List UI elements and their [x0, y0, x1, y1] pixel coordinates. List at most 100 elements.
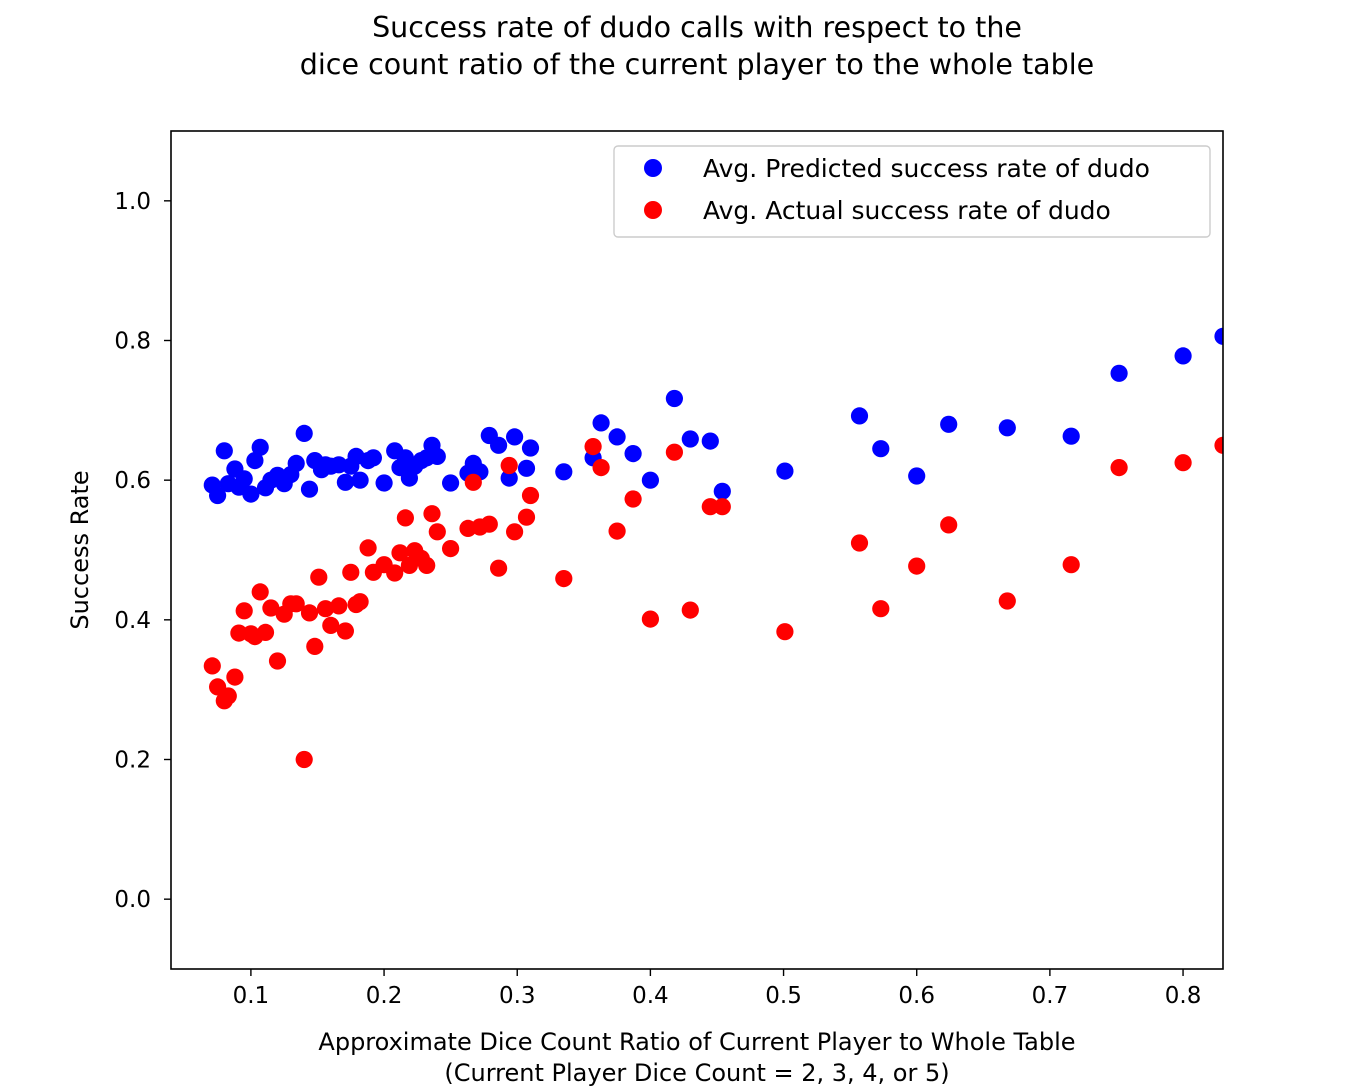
point-actual	[203, 657, 221, 675]
y-tick-label: 0.2	[114, 748, 151, 774]
point-actual	[322, 616, 340, 635]
point-actual	[428, 523, 446, 541]
y-tick-label: 0.4	[114, 608, 151, 634]
point-actual	[517, 508, 536, 526]
point-actual	[1062, 556, 1080, 574]
point-actual	[316, 600, 335, 618]
point-actual	[681, 601, 699, 619]
point-predicted	[215, 442, 233, 460]
point-predicted	[521, 439, 540, 457]
point-actual	[359, 539, 377, 557]
legend-marker-predicted	[644, 159, 662, 177]
point-predicted	[242, 485, 260, 503]
point-actual	[287, 595, 305, 613]
point-actual	[423, 505, 441, 523]
point-predicted	[701, 432, 719, 450]
point-actual	[908, 557, 926, 575]
chart-title: Success rate of dudo calls with respect …	[300, 11, 1094, 81]
point-predicted	[776, 462, 794, 480]
x-tick-label: 0.5	[765, 983, 802, 1009]
point-predicted	[295, 424, 313, 442]
point-predicted	[681, 430, 699, 448]
point-actual	[872, 600, 890, 618]
point-actual	[555, 570, 573, 588]
legend-box	[613, 145, 1211, 238]
point-predicted	[872, 440, 890, 458]
chart-title-line-1: Success rate of dudo calls with respect …	[372, 11, 1022, 44]
point-actual	[701, 498, 719, 516]
legend-marker-actual	[644, 201, 662, 219]
point-actual	[850, 534, 869, 552]
x-tick-label: 0.2	[366, 983, 403, 1009]
point-predicted	[1062, 427, 1080, 445]
y-tick-label: 1.0	[114, 189, 151, 215]
point-actual	[251, 583, 269, 601]
x-axis-label-line-1: Approximate Dice Count Ratio of Current …	[318, 1028, 1075, 1056]
y-tick-label: 0.0	[114, 887, 151, 913]
x-tick-label: 0.3	[499, 983, 536, 1009]
point-predicted	[850, 407, 869, 425]
point-actual	[713, 498, 731, 516]
point-predicted	[246, 452, 264, 470]
point-actual	[776, 623, 794, 641]
x-tick-label: 0.4	[632, 983, 669, 1009]
point-predicted	[665, 389, 684, 408]
y-tick-label: 0.6	[114, 468, 151, 494]
point-actual	[295, 750, 313, 769]
point-actual	[624, 490, 642, 508]
x-axis-label-line-2: (Current Player Dice Count = 2, 3, 4, or…	[444, 1059, 949, 1087]
point-predicted	[592, 414, 610, 432]
point-predicted	[235, 470, 253, 488]
point-predicted	[1174, 347, 1192, 365]
x-tick-label: 0.7	[1032, 983, 1069, 1009]
point-predicted	[490, 436, 508, 454]
plot-frame	[170, 130, 1224, 970]
point-actual	[256, 623, 275, 642]
y-axis-label: Success Rate	[66, 470, 94, 629]
legend-label-predicted: Avg. Predicted success rate of dudo	[703, 154, 1150, 183]
point-actual	[442, 540, 460, 558]
x-tick-label: 0.8	[1165, 983, 1202, 1009]
point-actual	[226, 668, 244, 686]
plot-marks	[203, 327, 1223, 769]
point-actual	[641, 610, 660, 628]
point-predicted	[998, 419, 1016, 437]
point-actual	[1214, 436, 1223, 454]
point-predicted	[500, 469, 518, 487]
x-tick-label: 0.1	[233, 983, 270, 1009]
point-actual	[219, 687, 237, 705]
point-actual	[268, 652, 287, 670]
point-predicted	[713, 482, 731, 500]
point-actual	[940, 516, 958, 534]
point-actual	[584, 438, 602, 456]
legend-label-actual: Avg. Actual success rate of dudo	[703, 196, 1111, 225]
point-predicted	[251, 438, 269, 456]
point-actual	[330, 597, 348, 615]
point-predicted	[624, 445, 642, 463]
point-actual	[1110, 459, 1128, 477]
point-predicted	[517, 459, 536, 477]
point-actual	[480, 515, 498, 533]
y-axis-ticks: 0.0 0.2 0.4 0.6 0.8 1.0	[114, 189, 171, 913]
point-predicted	[505, 428, 524, 446]
point-actual	[490, 559, 508, 577]
y-tick-label: 0.8	[114, 329, 151, 355]
point-actual	[336, 622, 354, 640]
point-predicted	[608, 428, 626, 446]
point-actual	[396, 509, 414, 527]
point-actual	[608, 522, 626, 540]
x-tick-label: 0.6	[898, 983, 935, 1009]
point-predicted	[442, 474, 460, 492]
point-predicted	[555, 463, 573, 481]
point-predicted	[908, 467, 926, 485]
point-actual	[500, 456, 518, 475]
point-predicted	[300, 480, 319, 498]
x-axis-label: Approximate Dice Count Ratio of Current …	[318, 1028, 1075, 1087]
point-actual	[592, 459, 610, 477]
point-actual	[418, 556, 436, 575]
point-actual	[351, 593, 369, 611]
point-actual	[300, 604, 319, 622]
point-predicted	[428, 447, 446, 465]
